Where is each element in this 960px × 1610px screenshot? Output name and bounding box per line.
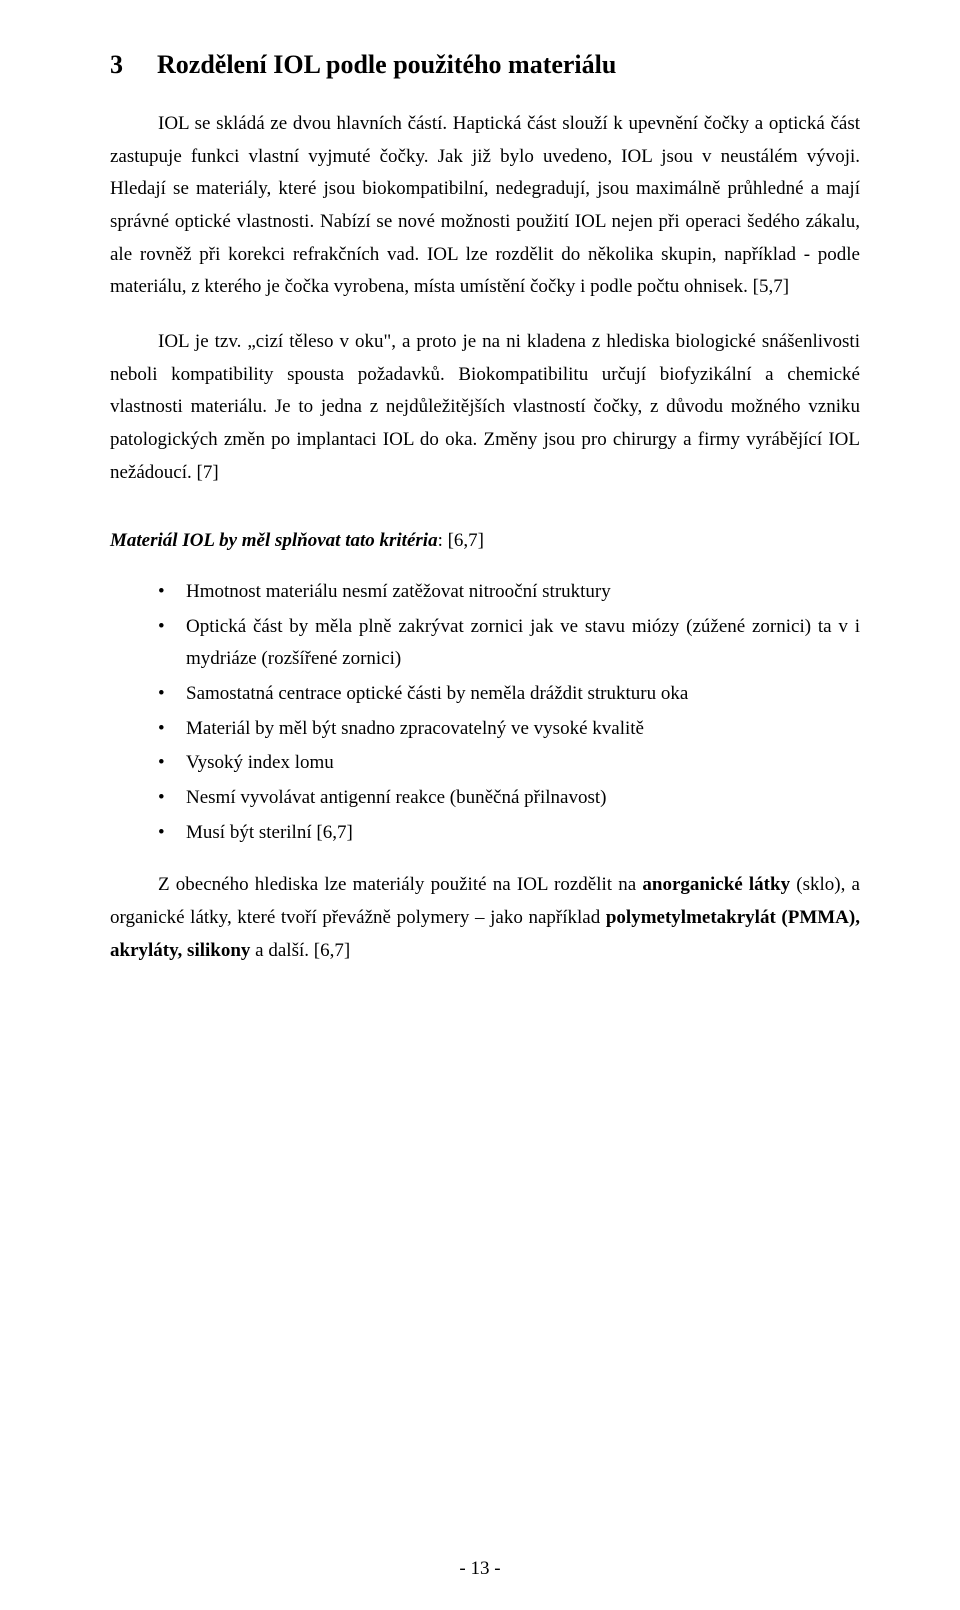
- list-item: Materiál by měl být snadno zpracovatelný…: [158, 713, 860, 746]
- criteria-subtitle: Materiál IOL by měl splňovat tato kritér…: [110, 525, 860, 558]
- list-item: Samostatná centrace optické části by nem…: [158, 678, 860, 711]
- criteria-list: Hmotnost materiálu nesmí zatěžovat nitro…: [110, 576, 860, 849]
- list-item: Vysoký index lomu: [158, 747, 860, 780]
- subtitle-bold: Materiál IOL by měl splňovat tato kritér…: [110, 530, 438, 551]
- closing-pre: Z obecného hlediska lze materiály použit…: [158, 874, 642, 895]
- closing-bold-1: anorganické látky: [642, 874, 790, 895]
- list-item: Musí být sterilní [6,7]: [158, 817, 860, 850]
- section-heading: 3 Rozdělení IOL podle použitého materiál…: [110, 50, 860, 80]
- paragraph-2: IOL je tzv. „cizí těleso v oku", a proto…: [110, 326, 860, 489]
- closing-mid-2: a další. [6,7]: [250, 940, 350, 961]
- heading-title: Rozdělení IOL podle použitého materiálu: [157, 50, 616, 80]
- list-item: Optická část by měla plně zakrývat zorni…: [158, 611, 860, 676]
- list-item: Nesmí vyvolávat antigenní reakce (buněčn…: [158, 782, 860, 815]
- heading-number: 3: [110, 50, 123, 80]
- subtitle-suffix: : [6,7]: [438, 530, 484, 551]
- paragraph-1: IOL se skládá ze dvou hlavních částí. Ha…: [110, 108, 860, 304]
- page-number: - 13 -: [0, 1558, 960, 1580]
- list-item: Hmotnost materiálu nesmí zatěžovat nitro…: [158, 576, 860, 609]
- closing-paragraph: Z obecného hlediska lze materiály použit…: [110, 869, 860, 967]
